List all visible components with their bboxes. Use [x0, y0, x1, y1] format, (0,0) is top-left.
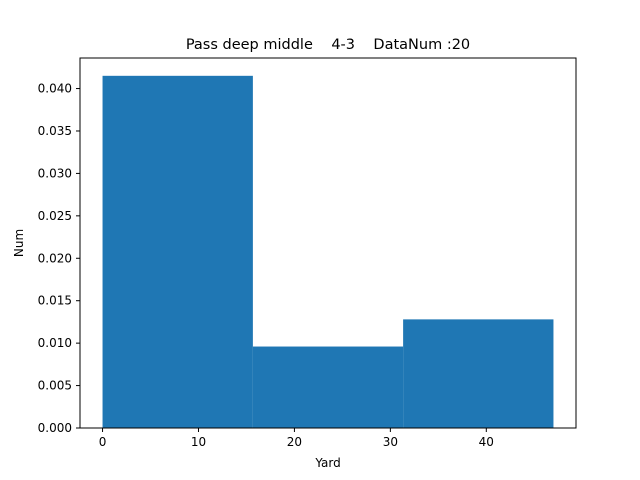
x-axis-ticks: 0 10 20 30 40	[99, 428, 494, 449]
y-axis-label: Num	[12, 229, 26, 257]
y-tick-label: 0.015	[38, 294, 72, 308]
x-tick-label: 40	[479, 435, 494, 449]
x-tick-label: 0	[99, 435, 107, 449]
bars-group	[102, 75, 554, 428]
x-tick-label: 10	[191, 435, 206, 449]
y-tick-label: 0.020	[38, 251, 72, 265]
x-tick-label: 30	[383, 435, 398, 449]
plot-frame	[79, 57, 577, 429]
histogram-bar-1	[102, 75, 253, 428]
histogram-bar-2	[252, 346, 404, 428]
y-tick-label: 0.025	[38, 209, 72, 223]
chart-title: Pass deep middle 4-3 DataNum :20	[186, 37, 470, 53]
histogram-bar-3	[403, 319, 554, 428]
y-tick-label: 0.000	[38, 421, 72, 435]
y-axis-ticks: 0.000 0.005 0.010 0.015 0.020 0.025 0.030 0.035…	[38, 82, 80, 435]
x-tick-label: 20	[287, 435, 302, 449]
y-tick-label: 0.035	[38, 124, 72, 138]
y-tick-label: 0.040	[38, 82, 72, 96]
y-tick-label: 0.005	[38, 379, 72, 393]
y-tick-label: 0.010	[38, 336, 72, 350]
x-axis-label: Yard	[314, 456, 340, 470]
y-tick-label: 0.030	[38, 166, 72, 180]
